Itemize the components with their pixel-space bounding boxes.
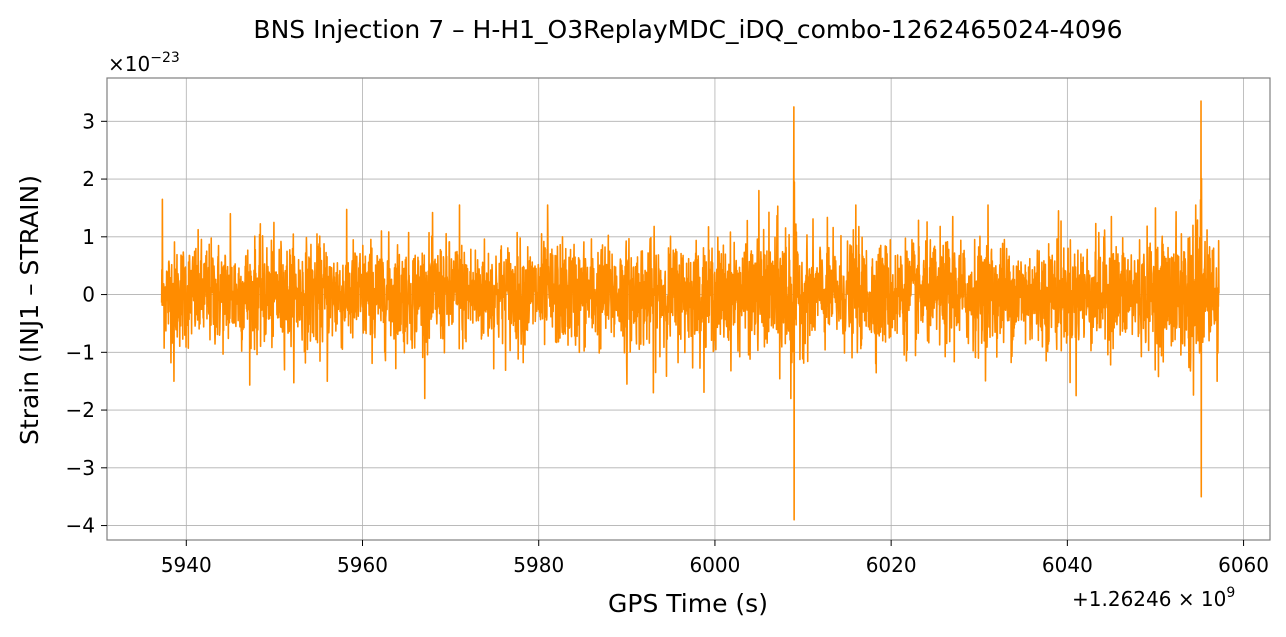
x-tick-label: 6020 <box>866 553 917 577</box>
x-tick-label: 6000 <box>689 553 740 577</box>
strain-series-line <box>160 100 1220 521</box>
y-tick-label: 0 <box>82 283 95 307</box>
ticks: 5940 5960 5980 6000 6020 6040 6060 −4 −3 −2 −1 0 1 2 3 <box>66 109 1270 577</box>
axes-frame <box>106 77 1271 541</box>
x-tick-label: 6040 <box>1042 553 1093 577</box>
chart-title: BNS Injection 7 – H-H1_O3ReplayMDC_iDQ_c… <box>253 15 1122 44</box>
y-tick-label: 3 <box>82 109 95 133</box>
x-tick-label: 5940 <box>161 553 212 577</box>
y-tick-label: −4 <box>66 514 95 538</box>
x-tick-label: 5980 <box>513 553 564 577</box>
x-axis-label: GPS Time (s) <box>608 589 768 618</box>
y-tick-label: −3 <box>66 456 95 480</box>
y-scale-label: ×10−23 <box>108 50 180 76</box>
y-tick-label: 1 <box>82 225 95 249</box>
y-tick-label: −1 <box>66 340 95 364</box>
y-tick-label: −2 <box>66 398 95 422</box>
x-tick-label: 6060 <box>1218 553 1269 577</box>
series-layer <box>160 100 1220 521</box>
y-tick-label: 2 <box>82 167 95 191</box>
x-offset-label: +1.26246 × 109 <box>1072 585 1235 611</box>
x-tick-label: 5960 <box>337 553 388 577</box>
y-axis-label: Strain (INJ1 – STRAIN) <box>15 175 44 445</box>
